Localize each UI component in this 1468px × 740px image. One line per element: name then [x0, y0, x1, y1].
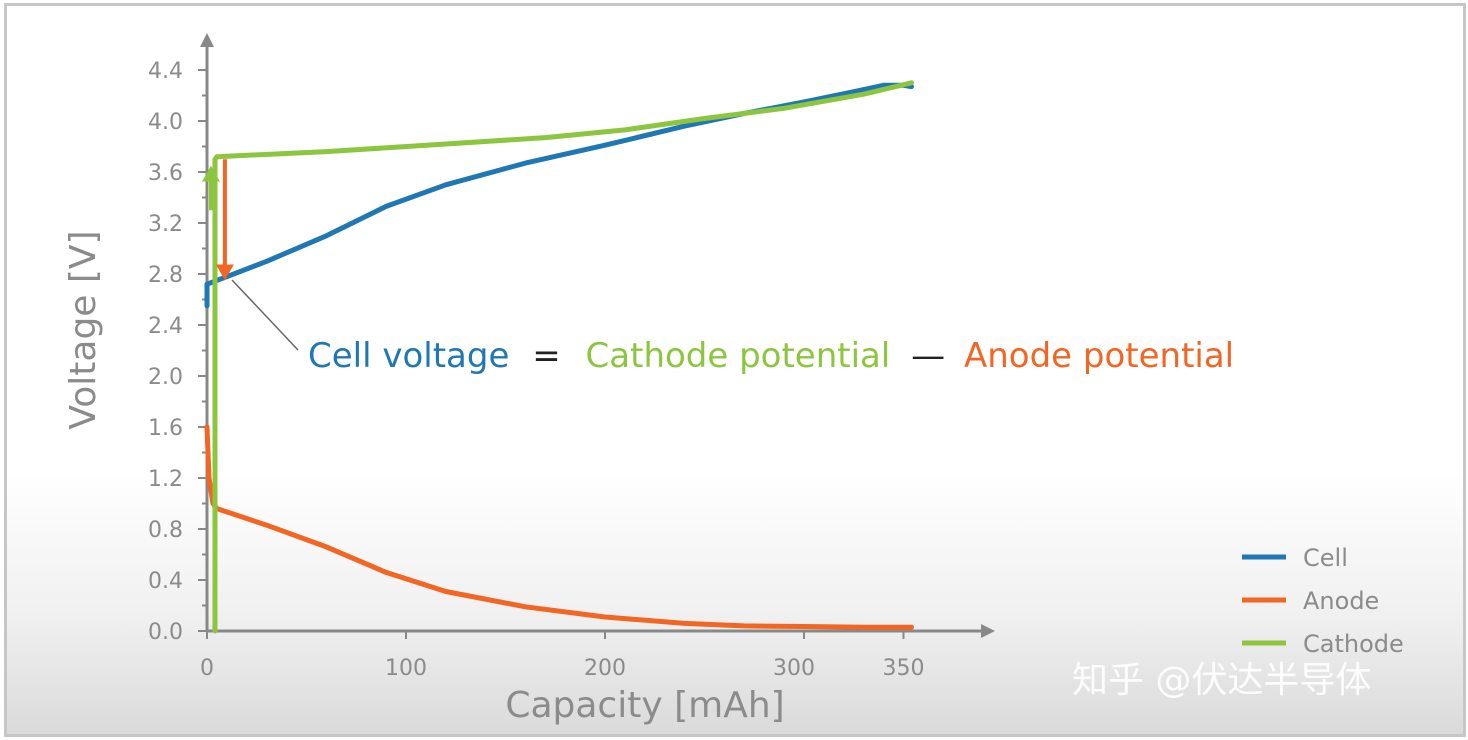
y-tick-label: 2.0: [148, 365, 183, 390]
y-tick-label: 3.6: [148, 161, 183, 186]
watermark: 知乎 @伏达半导体: [1072, 660, 1371, 701]
series-line-cathode: [212, 80, 914, 634]
x-tick-label: 100: [385, 656, 427, 681]
legend-label-cathode: Cathode: [1303, 630, 1404, 658]
equation-minus: —: [911, 336, 945, 376]
legend-label-anode: Anode: [1303, 587, 1379, 615]
series-lines: [204, 80, 914, 634]
axes: [200, 33, 995, 638]
x-tick-label: 200: [584, 656, 626, 681]
y-tick-label: 1.6: [148, 416, 183, 441]
annotation-arrows: [201, 159, 234, 281]
y-tick-label: 2.8: [148, 263, 183, 288]
y-tick-label: 2.4: [148, 314, 183, 339]
equation-cathode: Cathode potential: [586, 336, 891, 376]
y-tick-label: 4.0: [148, 110, 183, 135]
equation-equals: =: [532, 336, 561, 376]
y-tick-label: 0.8: [148, 518, 183, 543]
x-tick-label: 350: [883, 656, 925, 681]
x-tick-label: 300: [773, 656, 815, 681]
legend-label-cell: Cell: [1303, 544, 1348, 572]
equation: Cell voltage = Cathode potential — Anode…: [308, 336, 1234, 376]
series-line-anode: [204, 424, 914, 630]
chart-frame: [4, 3, 1466, 737]
legend: Cell Anode Cathode: [1242, 544, 1404, 658]
y-tick-label: 0.0: [148, 620, 183, 645]
series-line-cell: [204, 82, 914, 309]
y-tick-label: 1.2: [148, 467, 183, 492]
x-axis-label: Capacity [mAh]: [505, 685, 784, 726]
y-tick-label: 4.4: [148, 59, 183, 84]
annotation-leader-line: [231, 279, 299, 351]
y-tick-label: 0.4: [148, 569, 183, 594]
y-ticks: 0.0 0.4 0.8 1.2 1.6 2.0 2.4 2.8 3.2 3.6 4.0 4.4: [148, 59, 207, 645]
x-tick-label: 0: [200, 656, 214, 681]
equation-anode: Anode potential: [964, 336, 1234, 376]
x-ticks: 0 100 200 300 350: [200, 631, 925, 681]
y-axis-label: Voltage [V]: [63, 230, 104, 429]
y-tick-label: 3.2: [148, 212, 183, 237]
equation-cell: Cell voltage: [308, 336, 509, 376]
